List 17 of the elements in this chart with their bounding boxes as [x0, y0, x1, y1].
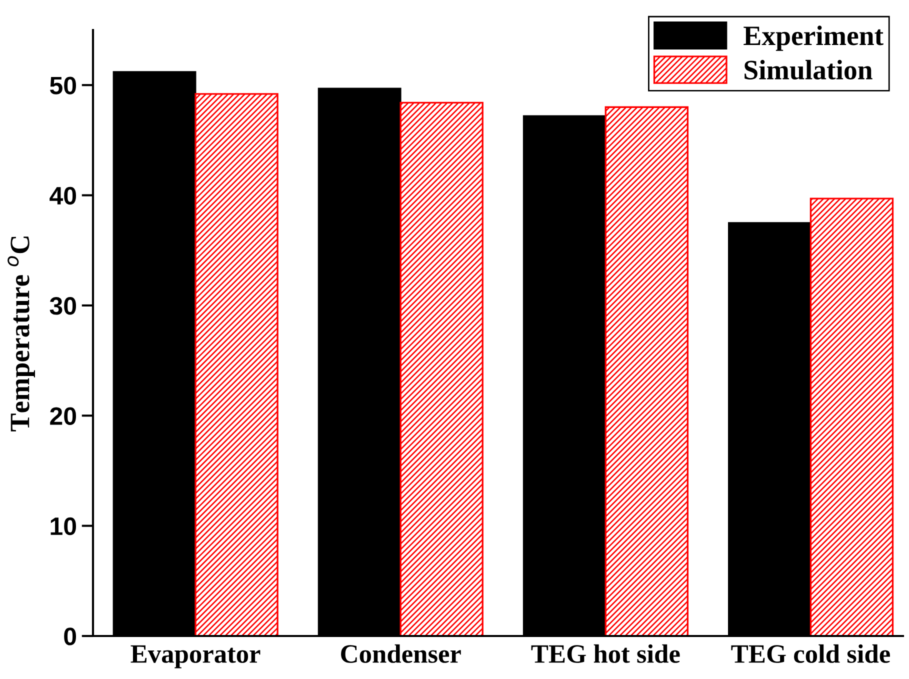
y-tick-label: 50 — [50, 76, 76, 94]
bar — [604, 106, 689, 636]
y-tick-label: 20 — [50, 407, 76, 425]
x-tick-label: TEG hot side — [531, 644, 680, 663]
x-tick-label: Condenser — [341, 644, 461, 663]
bar — [810, 198, 894, 636]
y-axis-title: Temperature $^{o}$C — [8, 236, 35, 432]
bar — [194, 93, 278, 636]
bar — [400, 102, 484, 636]
x-tick-label: Evaporator — [130, 645, 260, 668]
legend-label: Simulation — [744, 60, 872, 80]
y-tick-label: 30 — [50, 297, 76, 315]
y-tick-label: 0 — [64, 628, 76, 646]
y-tick-label: 10 — [50, 517, 76, 536]
legend-label: Experiment — [744, 26, 884, 51]
y-tick-label: 40 — [50, 186, 76, 205]
x-tick-label: TEG cold side — [731, 644, 890, 663]
